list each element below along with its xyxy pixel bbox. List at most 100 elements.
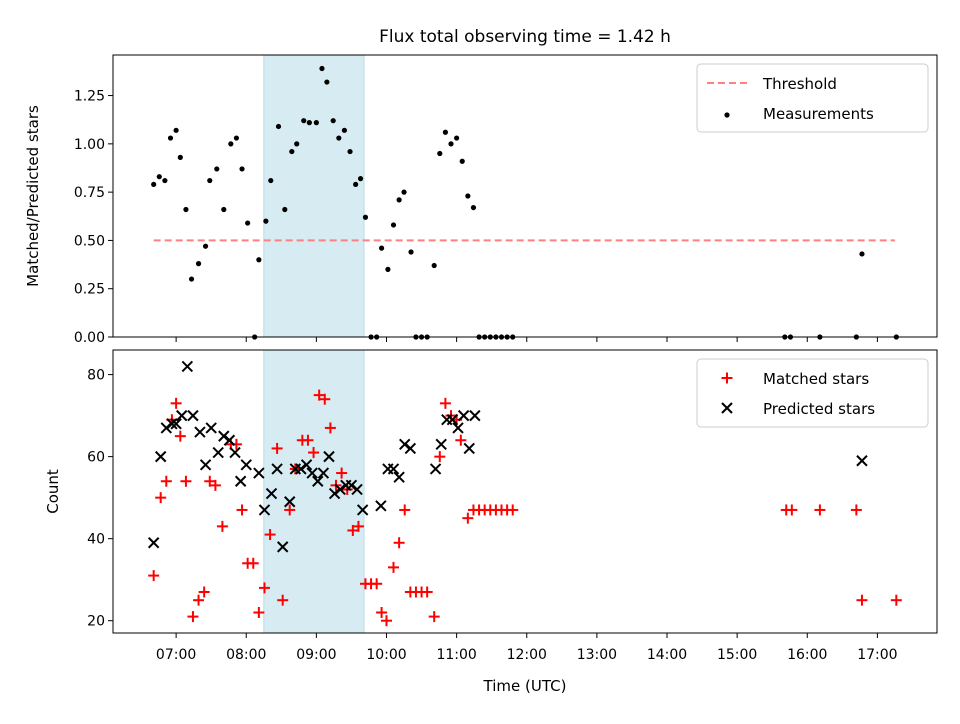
matched-star-point (236, 504, 248, 516)
y-tick-label: 60 (87, 450, 105, 466)
matched-star-point (308, 447, 320, 459)
measurement-point (183, 206, 189, 213)
predicted-star-point (160, 422, 173, 434)
x-tick-label: 15:00 (717, 647, 757, 663)
matched-star-point (193, 594, 205, 606)
matched-star-point (371, 578, 383, 590)
x-axis-label: Time (UTC) (483, 677, 567, 695)
x-tick-label: 07:00 (156, 647, 196, 663)
measurement-point (173, 127, 179, 133)
matched-star-point (277, 594, 289, 606)
predicted-star-point (387, 463, 400, 475)
predicted-star-point (199, 459, 212, 471)
measurement-point (465, 193, 471, 199)
measurement-point (401, 189, 407, 195)
legend-entry: Predicted stars (721, 400, 875, 418)
measurement-point (408, 249, 414, 255)
predicted-star-point (856, 455, 868, 467)
matched-star-point (264, 529, 276, 541)
measurement-point (431, 262, 437, 269)
x-axis: 07:00 08:00 09:00 10:00 11:00 12:00 13:00 14:00… (156, 633, 898, 663)
y-tick-label: 0.00 (74, 330, 105, 346)
matched-star-point (155, 492, 167, 504)
predicted-star-point (212, 446, 224, 459)
measurement-point (221, 206, 227, 213)
measurement-point (442, 129, 449, 135)
matched-star-point (890, 594, 902, 606)
predicted-star-point (306, 467, 318, 479)
matched-star-point (180, 475, 192, 487)
predicted-star-point (435, 438, 447, 451)
matched-star-point (170, 397, 182, 409)
predicted-star-point (194, 426, 206, 438)
measurement-point (347, 148, 353, 155)
measurement-point (188, 276, 195, 282)
predicted-star-point (351, 483, 363, 496)
measurement-point (378, 245, 385, 251)
matched-star-point (507, 504, 519, 516)
predicted-star-point (265, 487, 278, 500)
predicted-star-point (312, 475, 324, 487)
matched-star-point (174, 430, 186, 442)
matched-star-point (388, 561, 400, 573)
bottom-panel: 20 40 60 80 07:00 08:00 09:00 10:00 11:00 12:00 1… (44, 349, 938, 663)
matched-star-point (209, 479, 221, 491)
legend-label: Matched stars (763, 370, 869, 388)
measurement-point (319, 65, 325, 72)
legend-entry: Threshold (707, 75, 837, 93)
x-tick-label: 09:00 (296, 647, 336, 663)
matched-star-point (284, 504, 296, 516)
measurement-point (396, 197, 402, 203)
matched-star-point (434, 451, 446, 463)
top-y-axis: 0.00 0.25 0.50 0.75 1.00 1.25 (74, 89, 113, 346)
matched-star-point (428, 611, 440, 623)
x-tick-label: 14:00 (647, 647, 687, 663)
predicted-star-point (452, 422, 464, 434)
measurement-point (301, 118, 307, 124)
predicted-star-point (446, 414, 459, 426)
measurement-point (448, 141, 454, 147)
predicted-star-point (187, 409, 199, 422)
measurement-point (336, 135, 342, 141)
measurement-point (353, 181, 359, 188)
measurement-point (454, 135, 460, 141)
predicted-star-point (253, 467, 265, 479)
matched-star-point (253, 606, 265, 618)
measurement-point (268, 177, 274, 184)
matched-star-point (258, 582, 270, 594)
matched-star-point (856, 594, 868, 606)
matched-star-point (319, 393, 331, 405)
y-tick-label: 1.25 (74, 89, 105, 105)
y-tick-label: 20 (87, 614, 105, 630)
legend-label: Measurements (763, 105, 874, 123)
y-tick-label: 0.25 (74, 282, 105, 298)
matched-star-point (814, 504, 826, 516)
predicted-star-point (147, 537, 160, 549)
measurement-point (282, 206, 288, 213)
measurement-point (167, 135, 174, 141)
matched-star-point (187, 611, 199, 623)
top-highlight-span (263, 54, 365, 338)
predicted-star-point (166, 418, 178, 430)
matched-star-point (204, 475, 216, 487)
measurement-point (294, 141, 300, 147)
matched-star-point (160, 475, 172, 487)
measurement-point (289, 148, 295, 155)
legend-label: Threshold (762, 75, 837, 93)
measurement-point (256, 257, 262, 263)
chart-title: Flux total observing time = 1.42 h (379, 27, 671, 47)
legend-box (696, 63, 929, 133)
measurement-point (437, 150, 443, 157)
measurement-point (313, 120, 319, 126)
bottom-highlight-span (263, 349, 365, 634)
legend-label: Predicted stars (763, 400, 875, 418)
measurement-point (470, 204, 477, 211)
measurement-point (275, 123, 282, 130)
top-x-ticks (175, 337, 878, 342)
matched-star-point (313, 389, 325, 401)
y-tick-label: 1.00 (74, 137, 105, 153)
y-tick-label: 0.50 (74, 233, 105, 249)
legend-measurement-swatch (724, 112, 730, 118)
measurement-point (228, 141, 234, 147)
